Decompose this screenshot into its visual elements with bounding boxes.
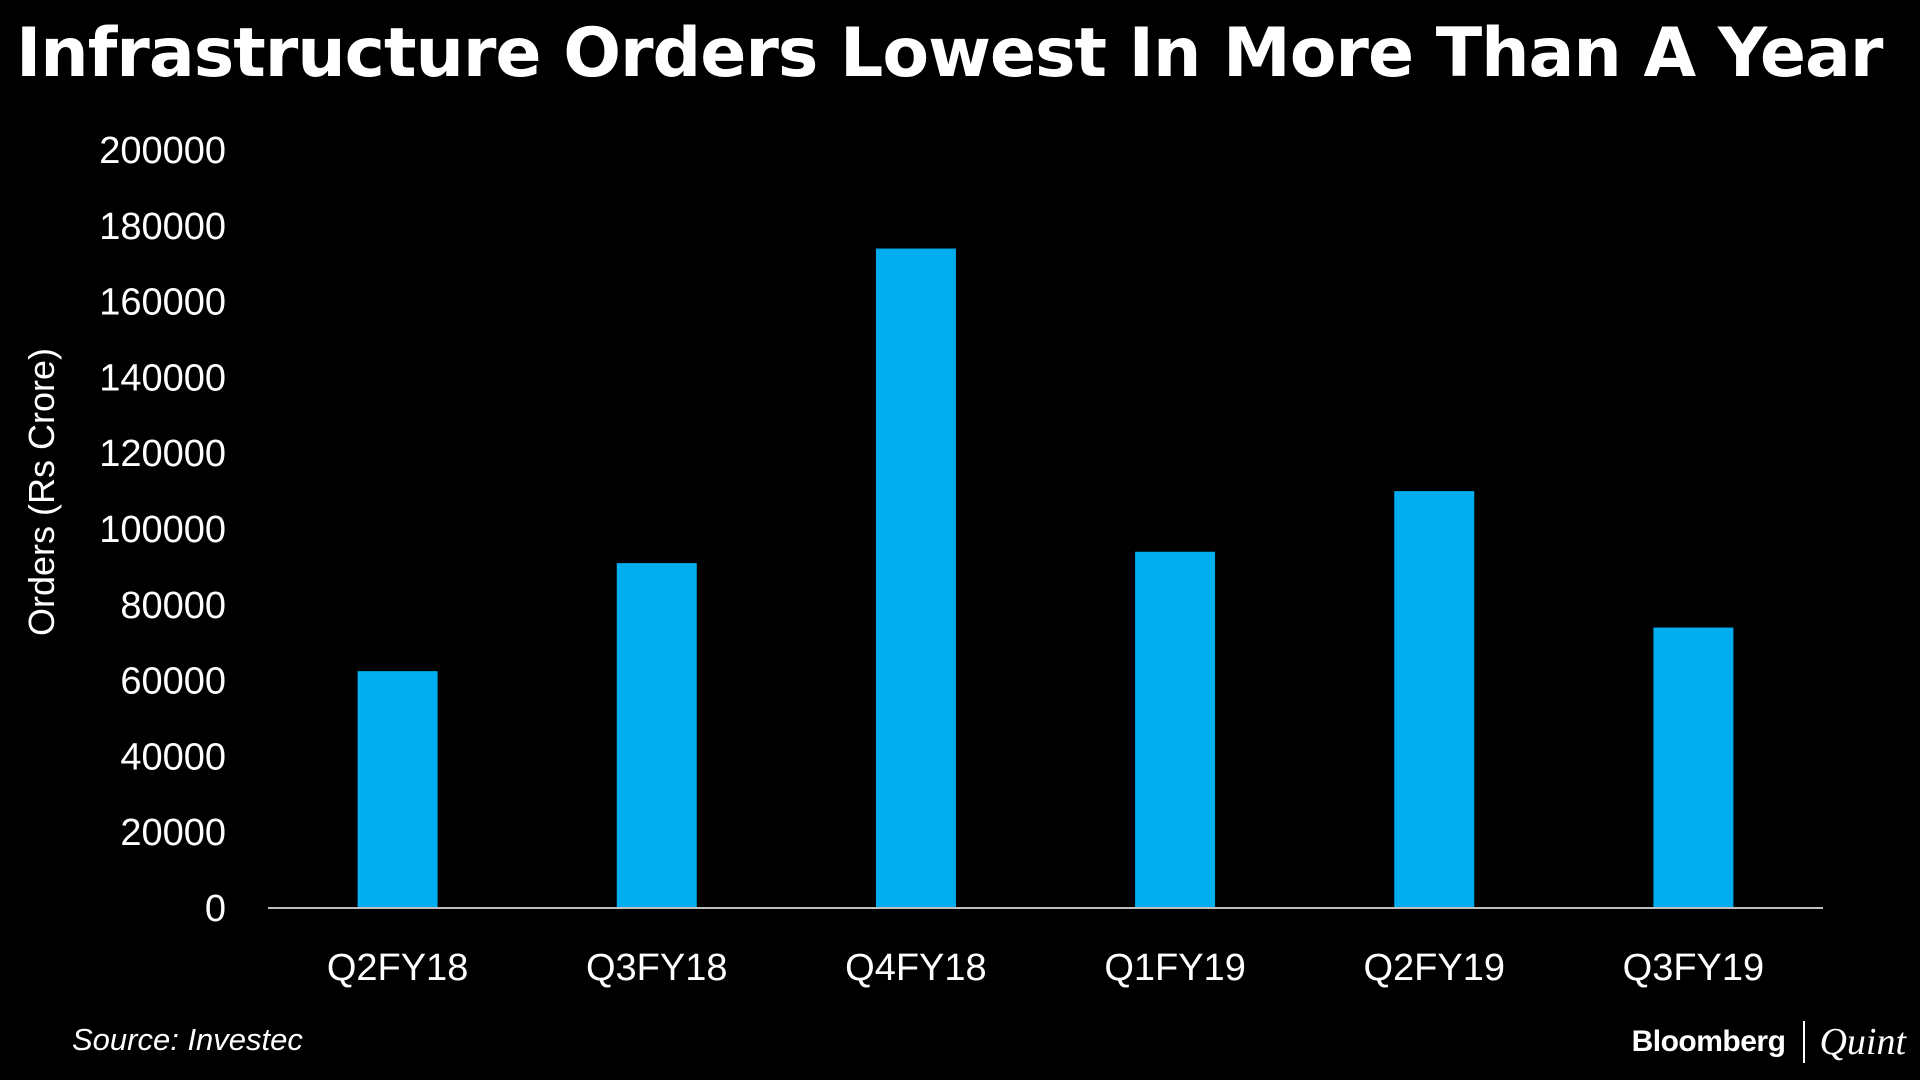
- bar: [616, 563, 697, 908]
- y-tick-label: 0: [205, 888, 226, 930]
- y-tick-label: 200000: [99, 130, 226, 172]
- bar: [357, 671, 438, 908]
- chart-title: Infrastructure Orders Lowest In More Tha…: [16, 14, 1883, 93]
- y-tick-label: 180000: [99, 206, 226, 248]
- x-tick-label: Q3FY18: [586, 947, 728, 989]
- bar: [1394, 491, 1475, 908]
- y-tick-label: 120000: [99, 433, 226, 475]
- x-tick-label: Q2FY19: [1363, 947, 1505, 989]
- y-axis-label: Orders (Rs Crore): [21, 348, 62, 636]
- y-tick-label: 60000: [120, 661, 226, 703]
- brand-quint: Quint: [1819, 1021, 1906, 1063]
- y-tick-label: 40000: [120, 736, 226, 778]
- y-tick-label: 140000: [99, 357, 226, 399]
- y-tick-label: 100000: [99, 509, 226, 551]
- bar: [1135, 551, 1216, 908]
- x-tick-label: Q2FY18: [327, 947, 469, 989]
- x-tick-label: Q4FY18: [845, 947, 987, 989]
- x-tick-label: Q3FY19: [1623, 947, 1765, 989]
- y-tick-label: 20000: [120, 812, 226, 854]
- source-note: Source: Investec: [72, 1022, 303, 1057]
- bar: [1653, 627, 1734, 908]
- x-tick-label: Q1FY19: [1104, 947, 1246, 989]
- y-tick-label: 80000: [120, 585, 226, 627]
- brand-bloomberg: Bloomberg: [1631, 1025, 1786, 1058]
- y-tick-label: 160000: [99, 282, 226, 324]
- bar: [875, 248, 956, 909]
- brand-logo: Bloomberg Quint: [1632, 1020, 1906, 1064]
- brand-divider: [1803, 1021, 1806, 1063]
